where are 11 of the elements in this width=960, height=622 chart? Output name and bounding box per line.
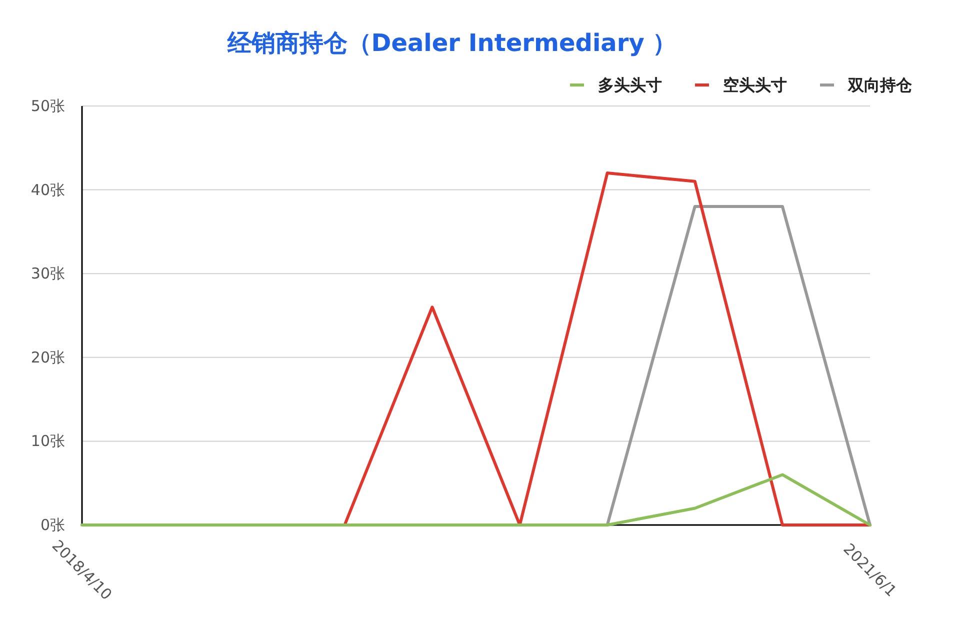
y-tick-label: 30张 bbox=[30, 264, 65, 283]
legend-label: 空头头寸 bbox=[723, 76, 787, 94]
line-series bbox=[343, 172, 872, 526]
y-tick-label: 10张 bbox=[30, 432, 65, 450]
legend-label: 多头头寸 bbox=[598, 76, 662, 94]
y-tick-label: 0张 bbox=[40, 516, 65, 534]
y-tick-label: 40张 bbox=[30, 180, 65, 199]
y-tick-label: 20张 bbox=[30, 348, 65, 366]
legend-label: 双向持仓 bbox=[847, 76, 913, 94]
y-tick-label: 50张 bbox=[30, 97, 65, 115]
chart-title: 经销商持仓（Dealer Intermediary ） bbox=[226, 29, 677, 57]
